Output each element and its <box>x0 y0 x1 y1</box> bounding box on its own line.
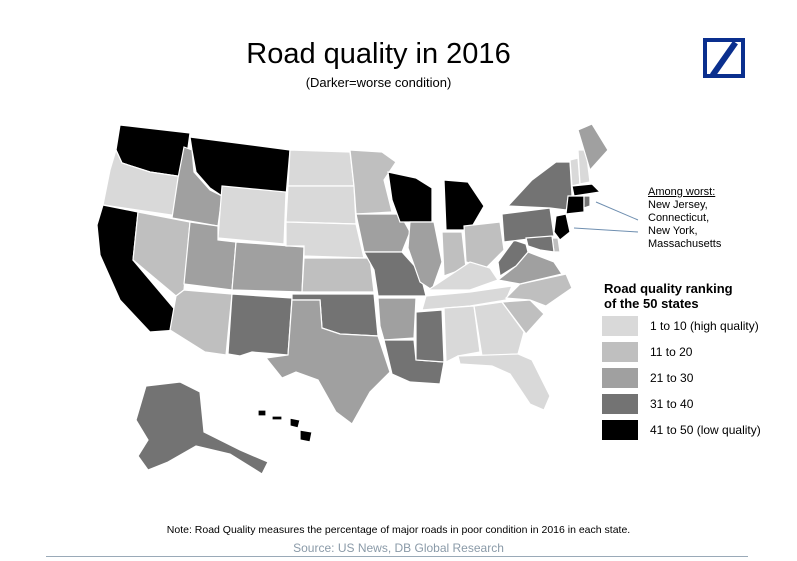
divider <box>46 556 748 557</box>
legend-label: 41 to 50 (low quality) <box>650 423 761 437</box>
worst-states-annotation: Among worst: New Jersey, Connecticut, Ne… <box>648 186 721 251</box>
state-alaska <box>135 381 269 475</box>
map-subtitle: (Darker=worse condition) <box>305 75 452 90</box>
state-connecticut <box>565 195 585 215</box>
state-michigan <box>443 179 485 231</box>
state-new-jersey <box>553 213 571 241</box>
legend-item: 1 to 10 (high quality) <box>602 316 792 338</box>
annotation-heading: Among worst: <box>648 186 716 198</box>
state-arkansas <box>377 297 417 341</box>
legend-swatch <box>602 342 638 362</box>
footnote: Note: Road Quality measures the percenta… <box>166 524 631 536</box>
legend-item: 31 to 40 <box>602 394 792 416</box>
state-rhode-island <box>583 195 591 209</box>
annotation-state: Massachusetts <box>648 238 722 250</box>
state-minnesota <box>349 149 397 215</box>
legend-swatch <box>602 316 638 336</box>
legend-swatch <box>602 368 638 388</box>
state-wyoming <box>217 185 287 245</box>
deutsche-bank-logo-icon <box>703 38 745 78</box>
annotation-state: Connecticut, <box>648 212 710 224</box>
state-south-carolina <box>500 299 545 335</box>
state-maine <box>577 123 609 172</box>
state-north-dakota <box>287 149 355 187</box>
legend-item: 21 to 30 <box>602 368 792 390</box>
state-mississippi <box>415 309 445 363</box>
state-kentucky <box>426 261 499 291</box>
state-kansas <box>301 257 375 293</box>
legend-label: 21 to 30 <box>650 371 694 385</box>
state-nebraska <box>285 221 365 259</box>
map-title: Road quality in 2016 <box>246 38 511 70</box>
source-line: Source: US News, DB Global Research <box>293 541 504 555</box>
state-maryland <box>525 235 555 253</box>
legend-label: 1 to 10 (high quality) <box>650 319 759 333</box>
legend-item: 11 to 20 <box>602 342 792 364</box>
state-texas <box>264 299 391 425</box>
state-new-mexico <box>227 293 293 357</box>
annotation-state: New York, <box>648 225 698 237</box>
state-tennessee <box>421 285 513 311</box>
state-south-dakota <box>285 185 357 225</box>
state-hawaii <box>257 409 313 443</box>
state-florida <box>457 353 551 411</box>
legend-swatch <box>602 420 638 440</box>
state-massachusetts <box>571 183 602 197</box>
legend-label: 11 to 20 <box>650 345 693 359</box>
state-alabama <box>443 305 481 363</box>
legend-label: 31 to 40 <box>650 397 694 411</box>
annotation-state: New Jersey, <box>648 199 708 211</box>
state-ohio <box>463 221 505 269</box>
state-louisiana <box>383 339 445 385</box>
state-iowa <box>355 213 411 253</box>
state-colorado <box>231 241 305 293</box>
state-new-york <box>506 161 573 211</box>
state-arizona <box>169 289 233 356</box>
state-pennsylvania <box>501 207 555 243</box>
legend-item: 41 to 50 (low quality) <box>602 420 792 442</box>
legend-swatch <box>602 394 638 414</box>
legend-title: Road quality ranking of the 50 states <box>604 281 733 311</box>
